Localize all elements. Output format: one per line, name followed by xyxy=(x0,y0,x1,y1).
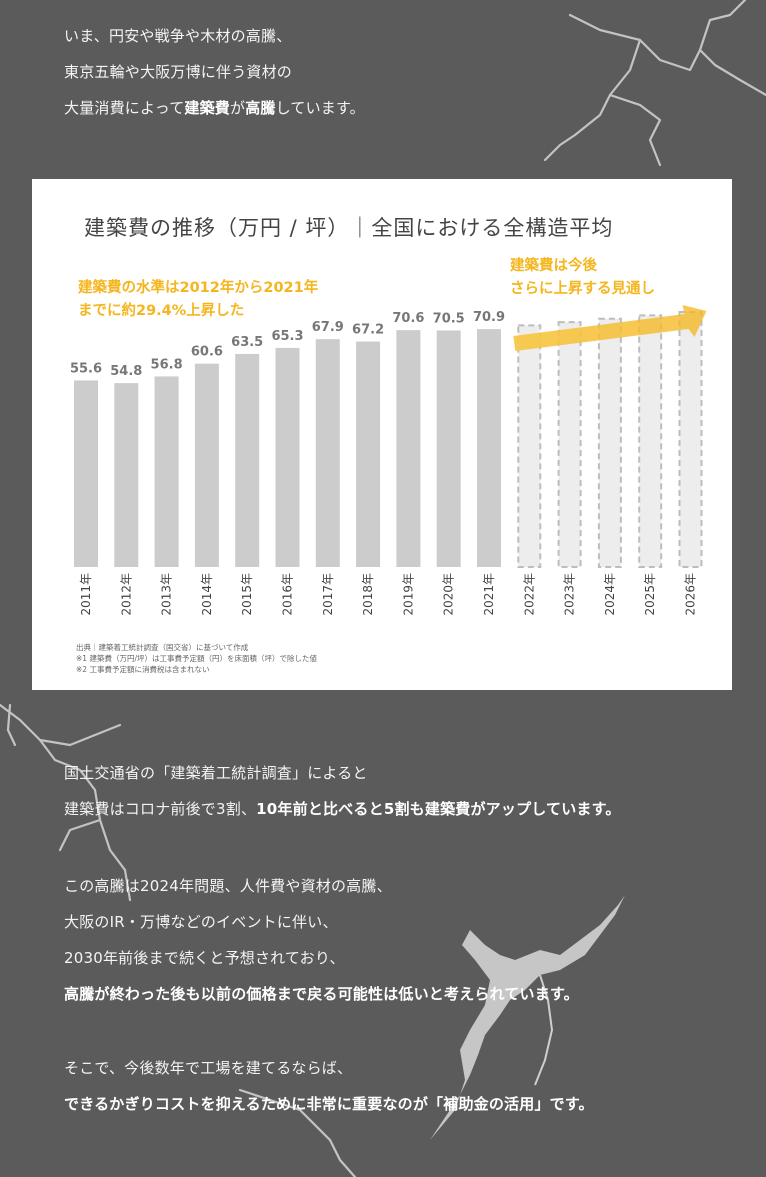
x-tick-label: 2020年 xyxy=(442,573,456,616)
intro-line-3: 大量消費によって建築費が高騰しています。 xyxy=(64,99,365,117)
bar xyxy=(74,380,98,567)
intro-line-2: 東京五輪や大阪万博に伴う資材の xyxy=(64,63,293,81)
body2-line-3: 2030年前後まで続くと予想されており、 xyxy=(64,949,345,967)
bar xyxy=(356,341,381,567)
x-tick-label: 2026年 xyxy=(684,573,698,616)
bar xyxy=(194,363,219,567)
source-note-2: ※2 工事費予定額に消費税は含まれない xyxy=(76,665,210,674)
annotation-right-line: 建築費は今後 xyxy=(510,256,597,274)
body1-line-2: 建築費はコロナ前後で3割、10年前と比べると5割も建築費がアップしています。 xyxy=(64,800,621,818)
bar xyxy=(396,330,421,567)
x-tick-label: 2022年 xyxy=(522,573,536,616)
bar-value-label: 60.6 xyxy=(191,345,223,360)
x-tick-label: 2025年 xyxy=(643,573,657,616)
construction-cost-chart: 55.6 2011年 54.8 2012年 56.8 2013年 60.6 2014年 63.5… xyxy=(70,256,707,616)
bar xyxy=(275,347,300,567)
x-tick-label: 2023年 xyxy=(563,573,577,616)
annotation-left-line: 建築費の水準は2012年から2021年 xyxy=(78,278,319,296)
projected-bar xyxy=(597,317,622,568)
body-text-1: 国土交通省の「建築着工統計調査」によると 建築費はコロナ前後で3割、10年前と比… xyxy=(64,755,621,827)
bar-value-label: 70.9 xyxy=(473,310,505,325)
body2-line-4: 高騰が終わった後も以前の価格まで戻る可能性は低いと考えられています。 xyxy=(64,985,579,1003)
chart-title: 建築費の推移（万円 / 坪）｜全国における全構造平均 xyxy=(84,216,614,240)
body-text-3: そこで、今後数年で工場を建てるならば、 できるかぎりコストを抑えるために非常に重… xyxy=(64,1050,594,1122)
bar-value-label: 63.5 xyxy=(231,335,263,350)
x-tick-label: 2017年 xyxy=(321,573,335,616)
chart-sources: 出典｜建築着工統計調査（国交省）に基づいて作成 ※1 建築費（万円/坪）は工事費… xyxy=(76,642,317,675)
body2-line-2: 大阪のIR・万博などのイベントに伴い、 xyxy=(64,913,338,931)
x-tick-label: 2024年 xyxy=(603,573,617,616)
projected-bar xyxy=(638,314,663,568)
bar xyxy=(114,383,139,567)
intro-text: いま、円安や戦争や木材の高騰、 東京五輪や大阪万博に伴う資材の 大量消費によって… xyxy=(64,18,365,126)
bar-value-label: 55.6 xyxy=(70,361,102,376)
chart-card: 55.6 2011年 54.8 2012年 56.8 2013年 60.6 2014年 63.5… xyxy=(32,179,732,690)
bar-value-label: 70.6 xyxy=(392,311,424,326)
x-tick-label: 2015年 xyxy=(240,573,254,616)
bar-value-label: 54.8 xyxy=(110,364,142,379)
bar-value-label: 67.2 xyxy=(352,323,384,338)
source-note-1: ※1 建築費（万円/坪）は工事費予定額（円）を床面積（坪）で除した値 xyxy=(76,654,317,663)
bar xyxy=(477,329,501,567)
body1-line-1: 国土交通省の「建築着工統計調査」によると xyxy=(64,764,368,782)
source-line: 出典｜建築着工統計調査（国交省）に基づいて作成 xyxy=(76,643,249,652)
x-tick-label: 2018年 xyxy=(361,573,375,616)
x-tick-label: 2021年 xyxy=(482,573,496,616)
intro-line-1: いま、円安や戦争や木材の高騰、 xyxy=(64,27,292,45)
x-tick-label: 2012年 xyxy=(119,573,133,616)
x-tick-label: 2013年 xyxy=(160,573,174,616)
body3-line-2: できるかぎりコストを抑えるために非常に重要なのが「補助金の活用」です。 xyxy=(64,1095,594,1113)
bar xyxy=(436,330,461,567)
bar xyxy=(235,353,260,567)
body2-line-1: この高騰は2024年問題、人件費や資材の高騰、 xyxy=(64,877,392,895)
bar xyxy=(315,339,340,567)
projected-bar xyxy=(557,321,582,568)
annotation-left-line: までに約29.4%上昇した xyxy=(78,301,244,319)
bar-value-label: 65.3 xyxy=(271,329,303,344)
projection-arrow xyxy=(513,305,707,351)
x-tick-label: 2016年 xyxy=(281,573,295,616)
x-tick-label: 2014年 xyxy=(200,573,214,616)
projected-bar xyxy=(678,311,703,568)
body3-line-1: そこで、今後数年で工場を建てるならば、 xyxy=(64,1059,353,1077)
bar-value-label: 67.9 xyxy=(312,320,344,335)
annotation-right-line: さらに上昇する見通し xyxy=(510,280,655,297)
body-text-2: この高騰は2024年問題、人件費や資材の高騰、 大阪のIR・万博などのイベントに… xyxy=(64,868,579,1012)
x-tick-label: 2019年 xyxy=(401,573,415,616)
bar-value-label: 56.8 xyxy=(151,357,183,372)
bar xyxy=(154,376,179,567)
projected-bar xyxy=(517,324,542,568)
bar-value-label: 70.5 xyxy=(433,311,465,326)
x-tick-label: 2011年 xyxy=(79,573,93,616)
